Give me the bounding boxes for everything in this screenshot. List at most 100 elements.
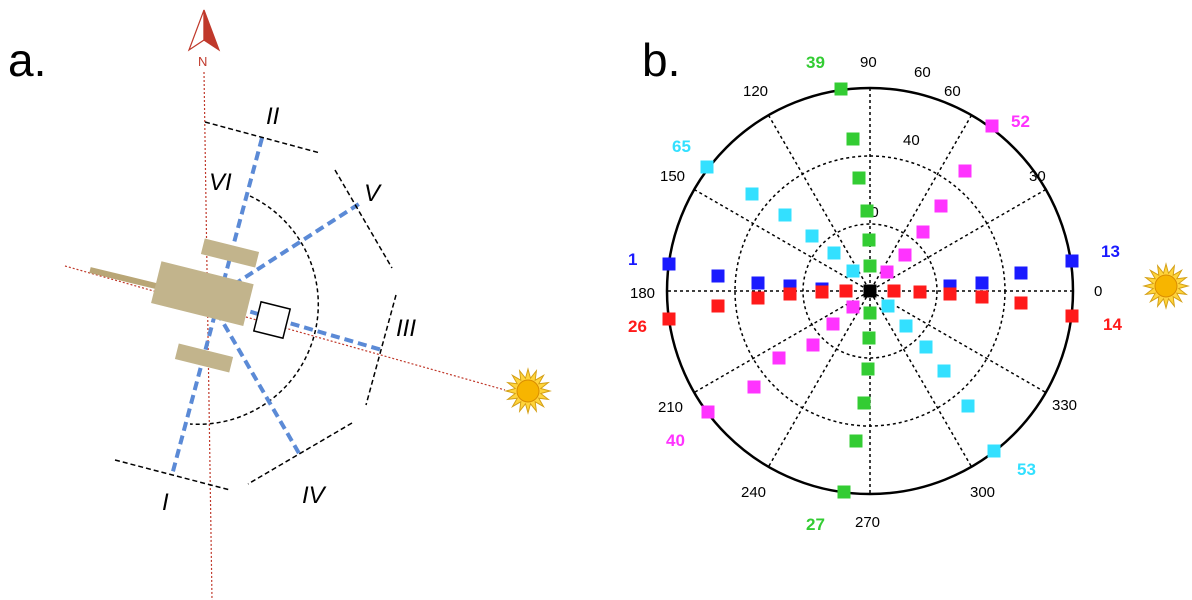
angle-label-240: 240 xyxy=(741,484,766,501)
angle-label-0: 0 xyxy=(1094,283,1102,300)
marker-green xyxy=(849,434,863,448)
polar-grid xyxy=(665,86,1075,496)
polar-spoke xyxy=(767,114,973,468)
sector-label-vi: VI xyxy=(209,169,232,196)
angle-label-210: 210 xyxy=(658,399,683,416)
marker-green xyxy=(862,233,876,247)
marker-cyan xyxy=(846,264,860,278)
marker-green xyxy=(846,132,860,146)
marker-magenta xyxy=(806,338,820,352)
angle-label-60: 60 xyxy=(944,83,961,100)
radius-label-40: 40 xyxy=(903,132,920,149)
index-label-27: 27 xyxy=(806,515,825,534)
marker-green xyxy=(857,396,871,410)
marker-green xyxy=(837,485,851,499)
north-reference-line xyxy=(203,71,213,600)
radius-label-60: 60 xyxy=(914,64,931,81)
marker-magenta xyxy=(985,119,999,133)
marker-green xyxy=(852,171,866,185)
marker-cyan xyxy=(937,364,951,378)
marker-magenta xyxy=(747,380,761,394)
marker-cyan xyxy=(700,160,714,174)
marker-cyan xyxy=(899,319,913,333)
marker-red xyxy=(839,284,853,298)
polar-spoke xyxy=(767,114,973,468)
marker-blue xyxy=(751,276,765,290)
marker-red xyxy=(751,291,765,305)
marker-red xyxy=(711,299,725,313)
marker-red xyxy=(662,312,676,326)
angle-label-300: 300 xyxy=(970,484,995,501)
index-label-65: 65 xyxy=(672,137,691,156)
marker-magenta xyxy=(701,405,715,419)
marker-red xyxy=(815,285,829,299)
panel-a: a. N xyxy=(8,9,552,600)
marker-green xyxy=(834,82,848,96)
panel-b-label: b. xyxy=(642,34,680,86)
index-label-1: 1 xyxy=(628,250,637,269)
marker-magenta xyxy=(934,199,948,213)
marker-blue xyxy=(975,276,989,290)
index-label-26: 26 xyxy=(628,317,647,336)
marker-blue xyxy=(1065,254,1079,268)
sector-boundaries xyxy=(114,121,397,491)
sector-arc xyxy=(189,195,320,426)
marker-green xyxy=(862,331,876,345)
marker-magenta xyxy=(846,300,860,314)
sector-label-i: I xyxy=(162,489,169,516)
marker-cyan xyxy=(827,246,841,260)
marker-cyan xyxy=(987,444,1001,458)
marker-magenta xyxy=(916,225,930,239)
north-label: N xyxy=(198,54,207,69)
angle-label-30: 30 xyxy=(1029,168,1046,185)
marker-cyan xyxy=(961,399,975,413)
angle-label-120: 120 xyxy=(743,83,768,100)
marker-blue xyxy=(711,269,725,283)
angle-label-90: 90 xyxy=(860,54,877,71)
marker-cyan xyxy=(745,187,759,201)
marker-red xyxy=(1065,309,1079,323)
marker-blue xyxy=(662,257,676,271)
marker-cyan xyxy=(778,208,792,222)
sector-label-iii: III xyxy=(396,315,416,342)
index-label-13: 13 xyxy=(1101,242,1120,261)
marker-magenta xyxy=(958,164,972,178)
index-label-14: 14 xyxy=(1103,315,1122,334)
marker-center xyxy=(863,284,877,298)
marker-green xyxy=(861,362,875,376)
polar-spoke xyxy=(693,188,1047,394)
marker-red xyxy=(975,290,989,304)
satellite-icon xyxy=(89,238,292,373)
marker-blue xyxy=(1014,266,1028,280)
marker-cyan xyxy=(919,340,933,354)
panel-b: b. 0 30 60 90 120 150 180 210 240 270 30… xyxy=(628,34,1190,534)
marker-red xyxy=(783,287,797,301)
index-label-40: 40 xyxy=(666,431,685,450)
index-label-52: 52 xyxy=(1011,112,1030,131)
marker-red xyxy=(943,287,957,301)
marker-magenta xyxy=(826,317,840,331)
polar-spoke xyxy=(693,188,1047,394)
marker-red xyxy=(887,284,901,298)
marker-green xyxy=(860,204,874,218)
angle-label-150: 150 xyxy=(660,168,685,185)
sector-label-v: V xyxy=(364,180,382,207)
marker-magenta xyxy=(898,248,912,262)
sun-icon xyxy=(504,367,552,415)
panel-a-label: a. xyxy=(8,34,46,86)
marker-cyan xyxy=(881,299,895,313)
angle-label-270: 270 xyxy=(855,514,880,531)
sector-label-ii: II xyxy=(266,103,280,130)
marker-magenta xyxy=(880,265,894,279)
north-arrow-icon xyxy=(187,9,221,52)
marker-red xyxy=(1014,296,1028,310)
sector-label-iv: IV xyxy=(302,482,327,509)
index-label-53: 53 xyxy=(1017,460,1036,479)
polar-markers xyxy=(662,82,1079,499)
marker-cyan xyxy=(805,229,819,243)
angle-label-180: 180 xyxy=(630,285,655,302)
marker-green xyxy=(863,259,877,273)
marker-magenta xyxy=(772,351,786,365)
sun-icon xyxy=(1142,262,1190,310)
